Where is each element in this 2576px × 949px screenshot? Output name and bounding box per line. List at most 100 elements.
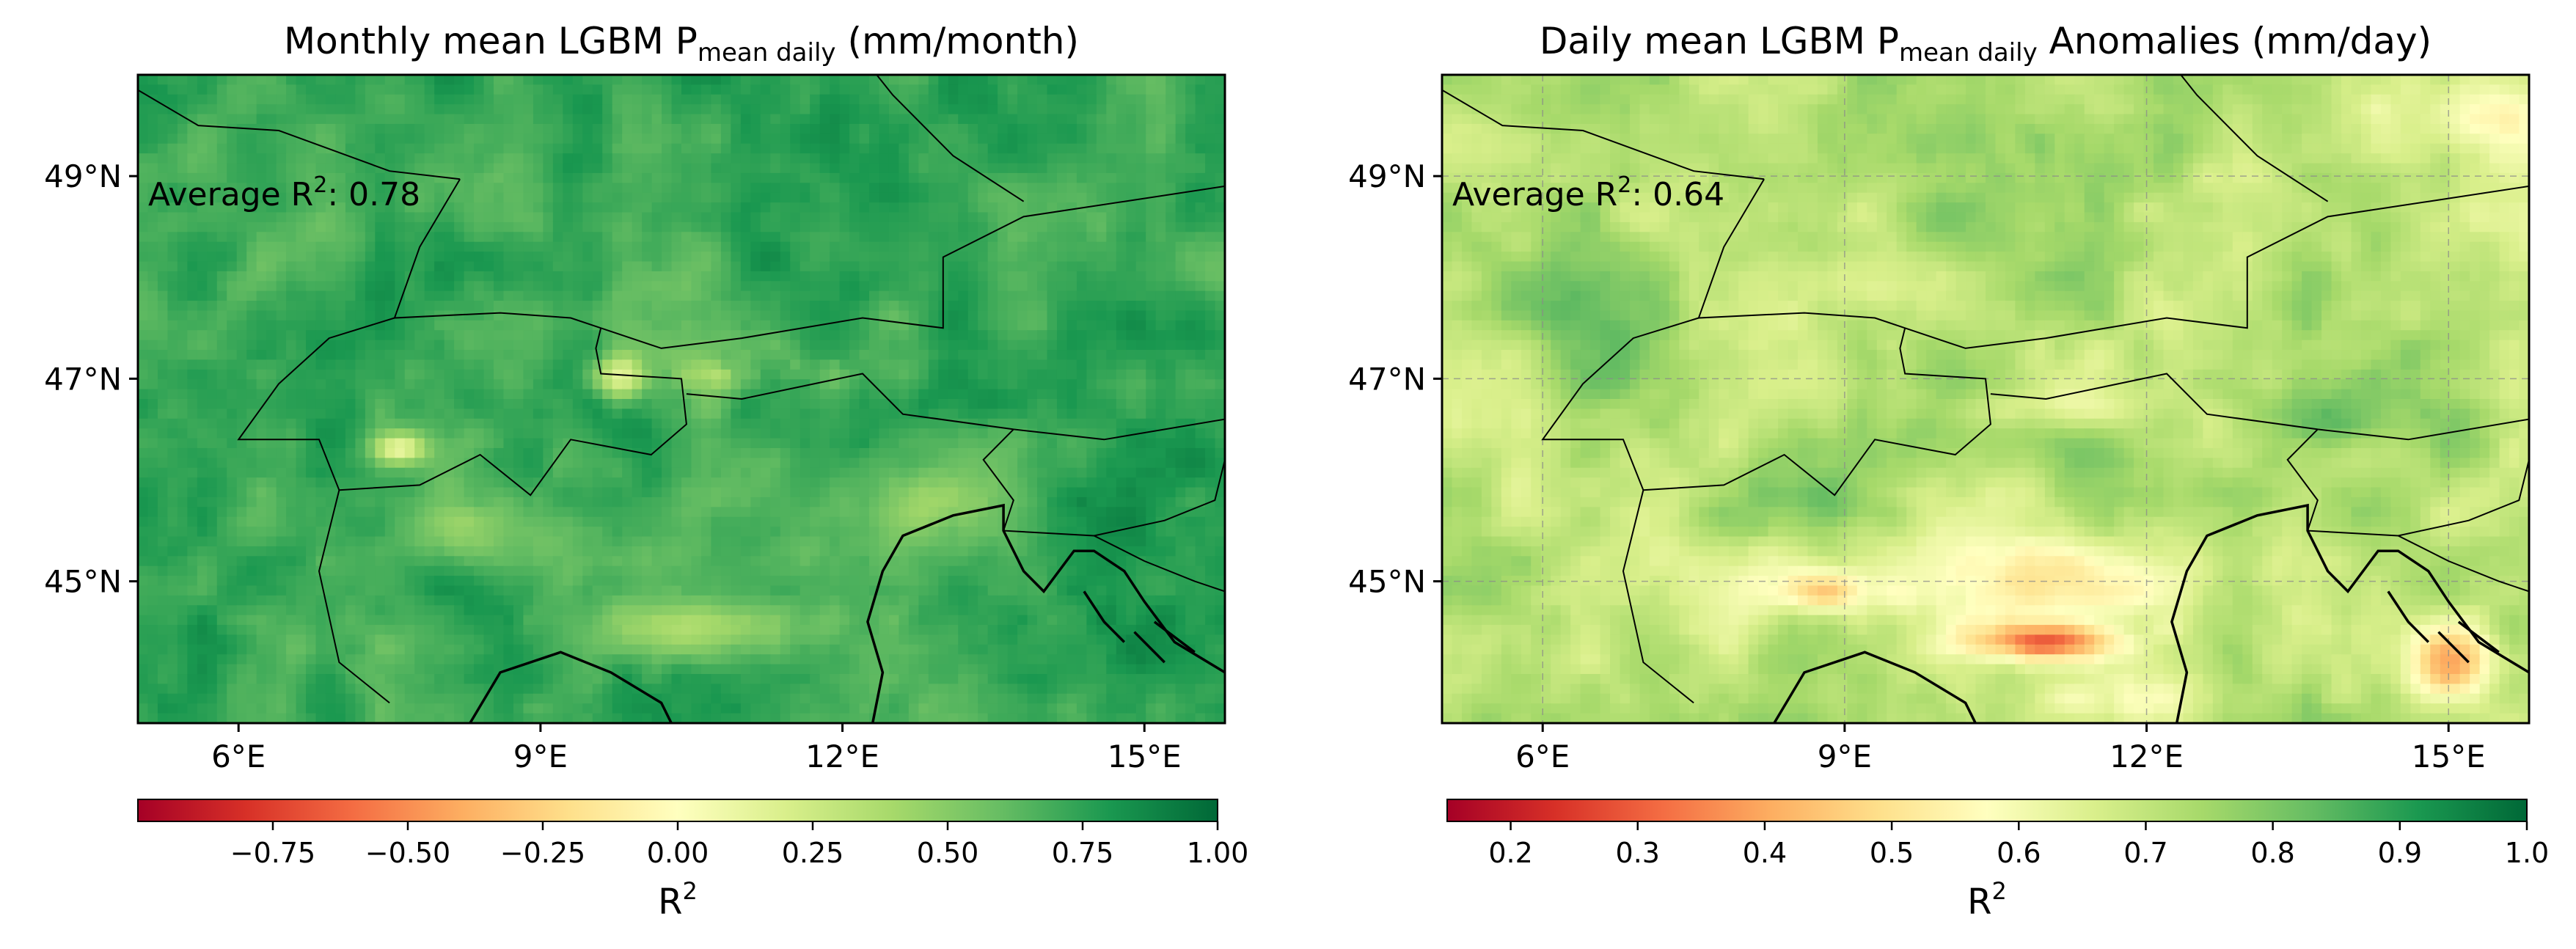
heatmap-cell (216, 281, 227, 292)
heatmap-cell (849, 281, 860, 292)
heatmap-cell (138, 232, 149, 243)
heatmap-cell (888, 418, 899, 429)
heatmap-cell (563, 399, 574, 409)
heatmap-cell (859, 399, 870, 409)
heatmap-cell (1106, 271, 1117, 282)
heatmap-cell (1037, 359, 1048, 370)
heatmap-cell (799, 408, 811, 419)
heatmap-cell (286, 350, 297, 361)
heatmap-cell (256, 310, 267, 321)
heatmap-cell (1215, 408, 1225, 419)
heatmap-cell (1155, 447, 1166, 458)
heatmap-cell (464, 389, 475, 400)
heatmap-cell (622, 418, 633, 429)
heatmap-cell (859, 340, 870, 351)
heatmap-cell (612, 438, 623, 449)
heatmap-cell (375, 183, 386, 194)
heatmap-cell (513, 232, 524, 243)
heatmap-cell (1155, 75, 1166, 85)
heatmap-cell (1017, 104, 1028, 115)
heatmap-cell (849, 320, 860, 331)
heatmap-cell (720, 84, 731, 95)
heatmap-cell (978, 261, 989, 272)
heatmap-cell (612, 114, 623, 125)
heatmap-cell (395, 252, 406, 263)
heatmap-cell (1017, 301, 1028, 312)
heatmap-cell (325, 271, 337, 282)
heatmap-cell (958, 320, 969, 331)
heatmap-cell (948, 359, 959, 370)
heatmap-cell (839, 183, 850, 194)
heatmap-cell (888, 290, 899, 301)
heatmap-cell (503, 75, 514, 85)
heatmap-cell (286, 340, 297, 351)
heatmap-cell (404, 438, 415, 449)
heatmap-cell (1175, 487, 1186, 498)
heatmap-cell (345, 369, 356, 380)
heatmap-cell (888, 487, 899, 498)
heatmap-cell (582, 84, 593, 95)
heatmap-cell (839, 379, 850, 390)
heatmap-cell (197, 428, 208, 439)
heatmap-cell (1116, 408, 1127, 419)
heatmap-cell (948, 153, 959, 164)
heatmap-cell (958, 281, 969, 292)
heatmap-cell (552, 221, 563, 232)
heatmap-cell (740, 252, 751, 263)
heatmap-cell (464, 369, 475, 380)
heatmap-cell (138, 172, 149, 183)
heatmap-cell (454, 428, 465, 439)
heatmap-cell (1017, 221, 1028, 232)
heatmap-cell (533, 467, 544, 478)
heatmap-cell (1066, 84, 1077, 95)
heatmap-cell (967, 477, 978, 488)
heatmap-cell (1096, 379, 1107, 390)
heatmap-cell (286, 241, 297, 252)
heatmap-cell (948, 438, 959, 449)
heatmap-cell (1166, 447, 1177, 458)
heatmap-cell (1106, 172, 1117, 183)
heatmap-cell (780, 418, 791, 429)
heatmap-cell (1155, 350, 1166, 361)
heatmap-cell (1017, 271, 1028, 282)
heatmap-cell (1195, 143, 1206, 154)
heatmap-cell (1116, 252, 1127, 263)
heatmap-cell (157, 192, 169, 203)
heatmap-cell (1175, 438, 1186, 449)
heatmap-cell (147, 84, 158, 95)
heatmap-cell (948, 261, 959, 272)
heatmap-cell (720, 241, 731, 252)
heatmap-cell (404, 487, 415, 498)
heatmap-cell (888, 133, 899, 144)
heatmap-cell (345, 232, 356, 243)
heatmap-cell (978, 487, 989, 498)
heatmap-cell (1037, 163, 1048, 174)
heatmap-cell (216, 192, 227, 203)
heatmap-cell (434, 330, 445, 341)
heatmap-cell (1027, 75, 1038, 85)
heatmap-cell (967, 221, 978, 232)
heatmap-cell (177, 330, 188, 341)
heatmap-cell (790, 350, 801, 361)
heatmap-cell (1076, 487, 1087, 498)
heatmap-cell (1116, 114, 1127, 125)
heatmap-cell (998, 281, 1009, 292)
heatmap-cell (819, 261, 830, 272)
heatmap-cell (691, 487, 702, 498)
heatmap-cell (711, 172, 722, 183)
heatmap-cell (967, 183, 978, 194)
heatmap-cell (157, 389, 169, 400)
heatmap-cell (227, 261, 238, 272)
heatmap-cell (770, 290, 781, 301)
heatmap-cell (958, 497, 969, 508)
heatmap-cell (731, 123, 742, 134)
heatmap-cell (879, 232, 890, 243)
heatmap-cell (197, 221, 208, 232)
heatmap-cell (780, 320, 791, 331)
heatmap-cell (157, 94, 169, 105)
heatmap-cell (494, 458, 505, 469)
heatmap-cell (1056, 290, 1068, 301)
heatmap-cell (572, 418, 583, 429)
heatmap-cell (1027, 271, 1038, 282)
heatmap-cell (375, 399, 386, 409)
